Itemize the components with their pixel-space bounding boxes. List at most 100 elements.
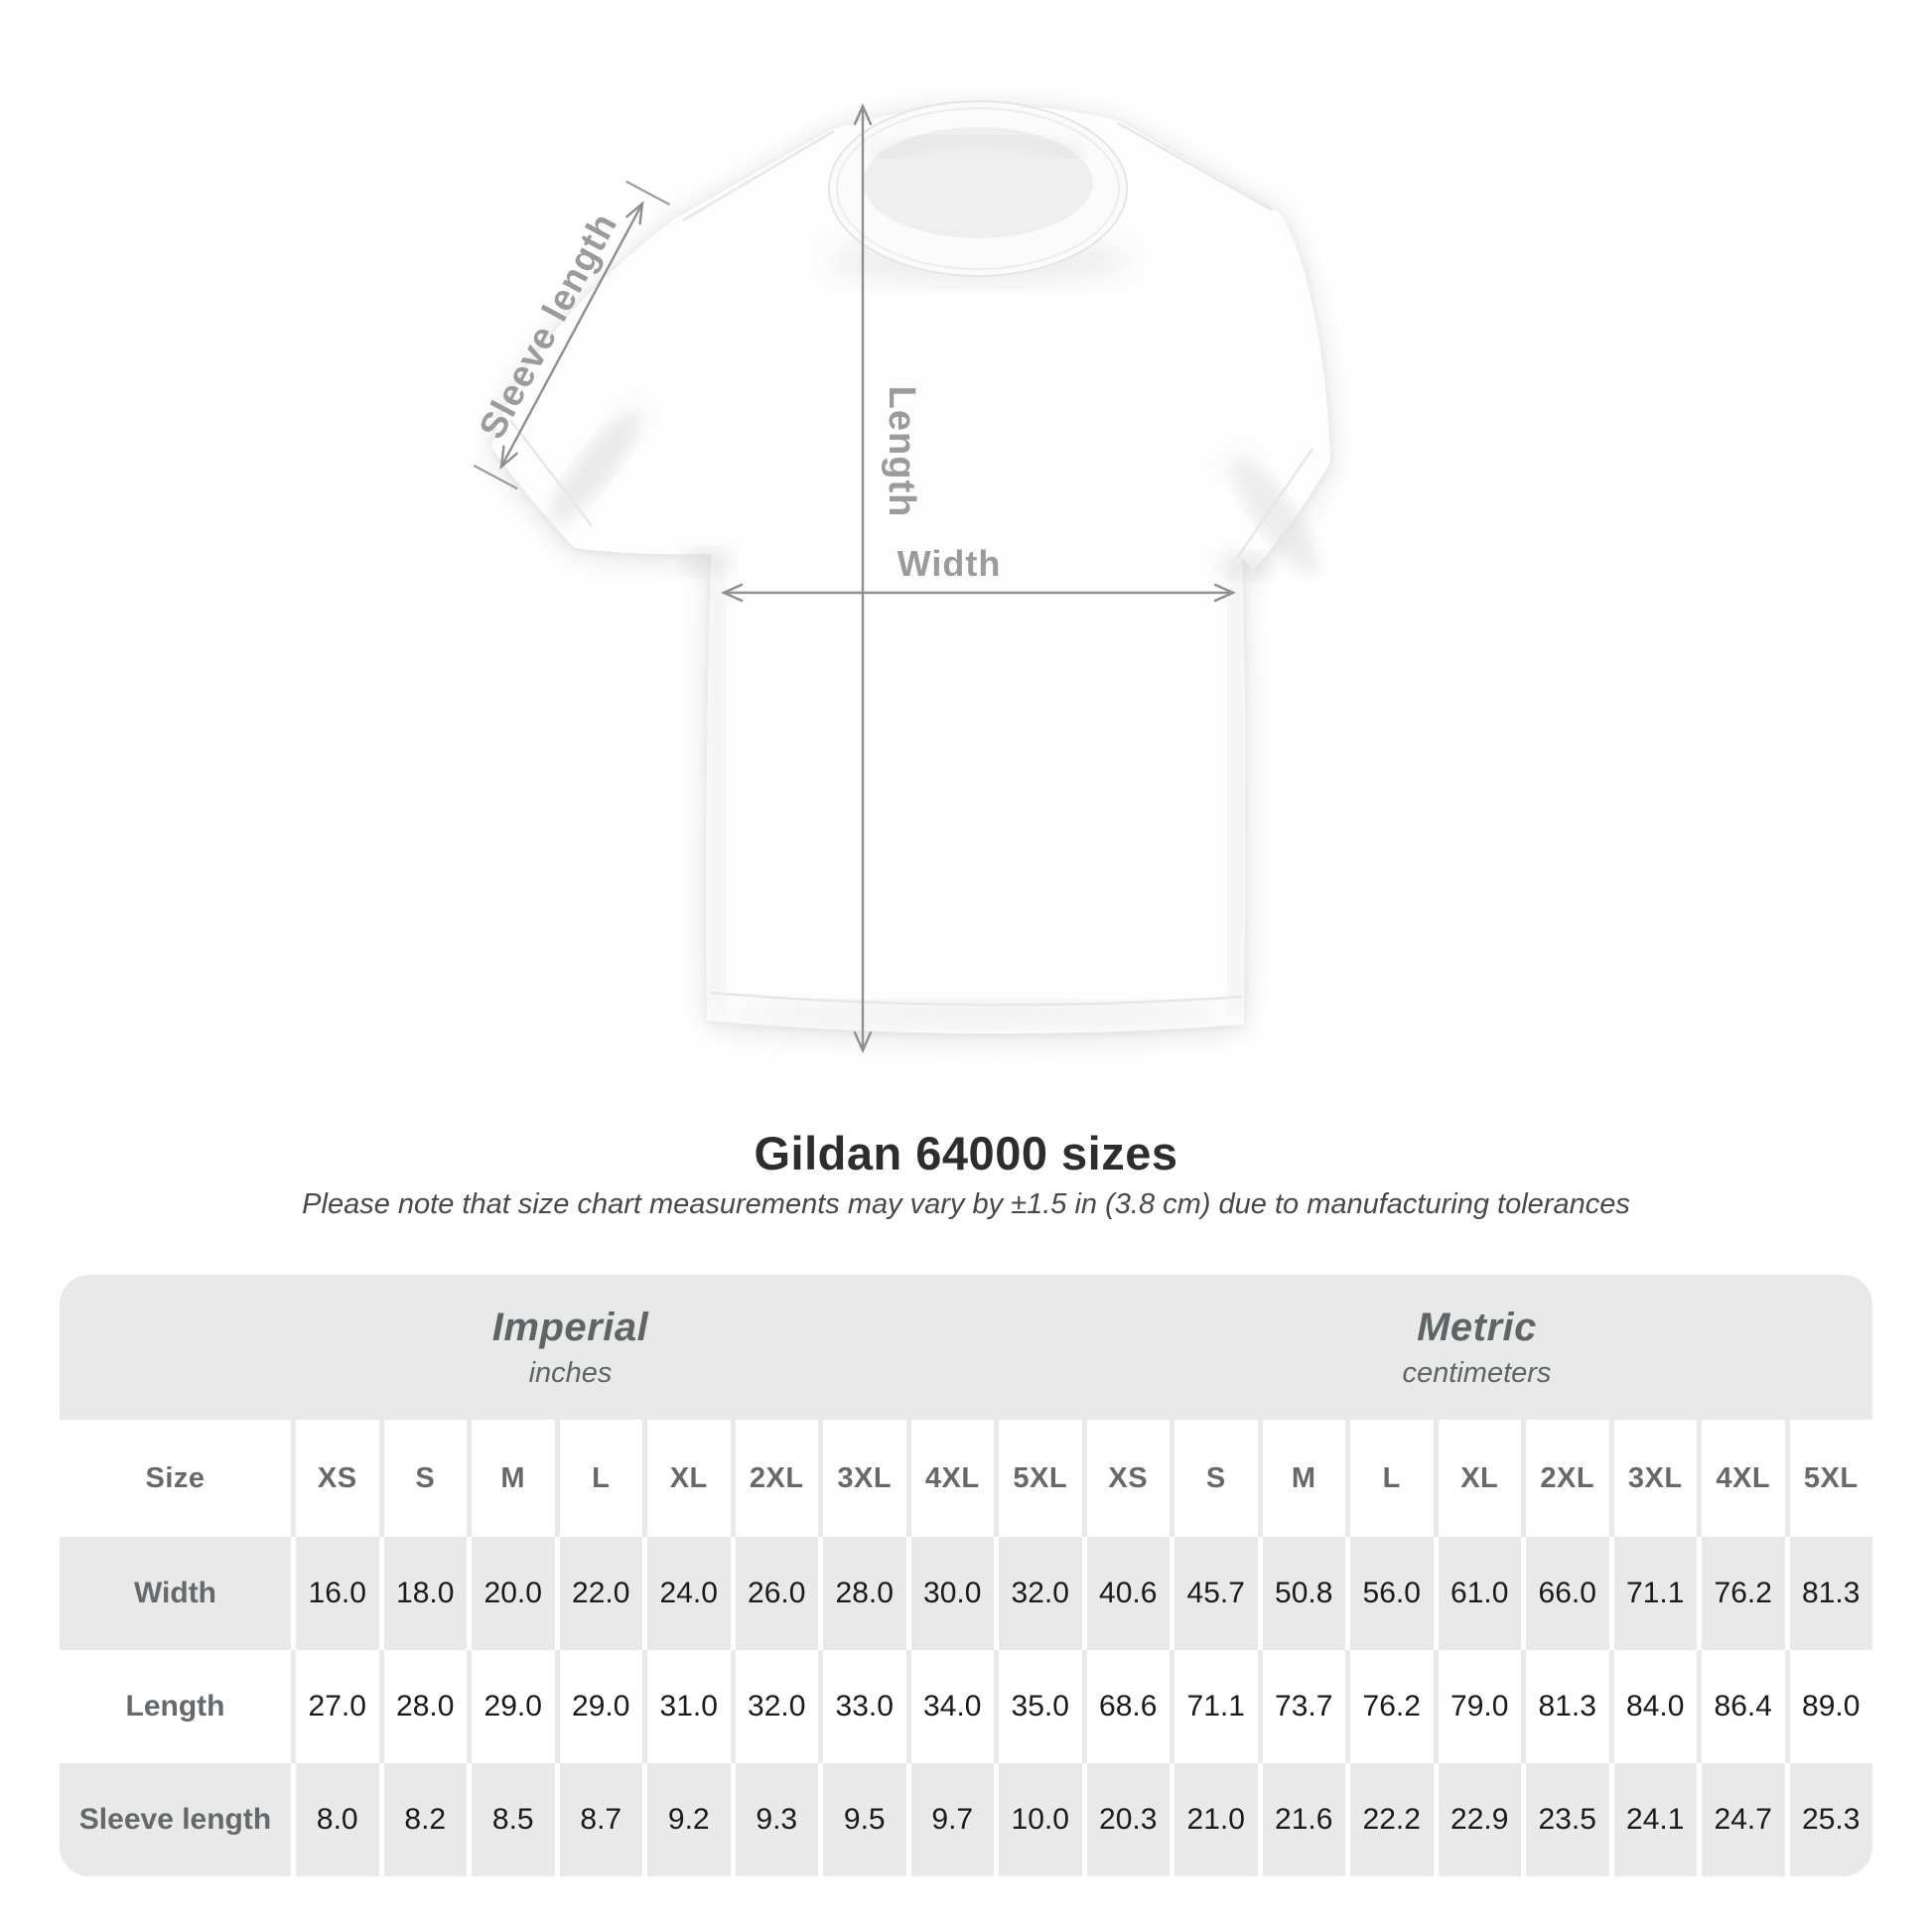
metric-group-header: Metric centimeters bbox=[1081, 1275, 1872, 1420]
right-sleeve-hem-seam bbox=[1235, 448, 1314, 559]
size-column-header: 5XL bbox=[1784, 1420, 1873, 1537]
size-column-header: 4XL bbox=[1697, 1420, 1785, 1537]
value-cell: 50.8 bbox=[1257, 1537, 1346, 1650]
value-cell: 89.0 bbox=[1784, 1650, 1873, 1763]
unit-group-header: Imperial inches Metric centimeters bbox=[60, 1275, 1872, 1420]
value-cell: 21.0 bbox=[1170, 1763, 1258, 1876]
page-subtitle: Please note that size chart measurements… bbox=[302, 1188, 1630, 1220]
size-column-header: 3XL bbox=[818, 1420, 906, 1537]
size-column-header: L bbox=[554, 1420, 643, 1537]
width-row-label: Width bbox=[133, 1577, 217, 1609]
arrow-upright-icon bbox=[625, 201, 644, 225]
size-column-header: 3XL bbox=[1608, 1420, 1698, 1537]
value-cell: 27.0 bbox=[291, 1650, 379, 1763]
value-cell: 40.6 bbox=[1081, 1537, 1171, 1650]
value-cell: 71.1 bbox=[1170, 1650, 1258, 1763]
value-cell: 76.2 bbox=[1697, 1537, 1785, 1650]
length-arrow bbox=[853, 103, 873, 1053]
sleeve-length-arrow bbox=[474, 181, 670, 489]
value-cell: 25.3 bbox=[1784, 1763, 1873, 1876]
value-cell: 22.2 bbox=[1345, 1763, 1434, 1876]
value-cell: 8.7 bbox=[554, 1763, 643, 1876]
value-cell: 81.3 bbox=[1521, 1650, 1609, 1763]
value-cell: 84.0 bbox=[1608, 1650, 1698, 1763]
size-column-header: S bbox=[1170, 1420, 1258, 1537]
metric-label: Metric bbox=[1417, 1305, 1537, 1349]
value-cell: 8.5 bbox=[467, 1763, 555, 1876]
value-cell: 76.2 bbox=[1345, 1650, 1434, 1763]
size-column-header: XS bbox=[1081, 1420, 1171, 1537]
value-cell: 86.4 bbox=[1697, 1650, 1785, 1763]
tshirt-body bbox=[491, 104, 1330, 1035]
value-cell: 21.6 bbox=[1257, 1763, 1346, 1876]
size-column-header: 4XL bbox=[905, 1420, 995, 1537]
value-cell: 22.0 bbox=[554, 1537, 643, 1650]
size-column-header: XL bbox=[642, 1420, 731, 1537]
value-cell: 8.0 bbox=[291, 1763, 379, 1876]
value-cell: 33.0 bbox=[818, 1650, 906, 1763]
value-cell: 29.0 bbox=[467, 1650, 555, 1763]
metric-unit-label: centimeters bbox=[1402, 1356, 1552, 1389]
size-column-header: M bbox=[467, 1420, 555, 1537]
left-shoulder-seam bbox=[682, 129, 835, 222]
tshirt-illustration bbox=[491, 100, 1330, 1035]
sleeve-length-row: Sleeve length 8.0 8.2 8.5 8.7 9.2 9.3 9.5 9.7 10… bbox=[60, 1763, 1872, 1876]
value-cell: 18.0 bbox=[378, 1537, 468, 1650]
imperial-group-header: Imperial inches bbox=[60, 1275, 1081, 1420]
value-cell: 26.0 bbox=[730, 1537, 819, 1650]
arrow-left-icon bbox=[721, 583, 744, 603]
page-title: Gildan 64000 sizes bbox=[754, 1127, 1178, 1179]
value-cell: 34.0 bbox=[905, 1650, 995, 1763]
value-cell: 16.0 bbox=[291, 1537, 379, 1650]
value-cell: 73.7 bbox=[1257, 1650, 1346, 1763]
arrow-right-icon bbox=[1213, 583, 1236, 603]
arrow-downleft-icon bbox=[499, 445, 518, 470]
value-cell: 45.7 bbox=[1170, 1537, 1258, 1650]
value-cell: 24.0 bbox=[642, 1537, 731, 1650]
value-cell: 23.5 bbox=[1521, 1763, 1609, 1876]
size-column-header: S bbox=[378, 1420, 468, 1537]
value-cell: 61.0 bbox=[1433, 1537, 1522, 1650]
length-row: Length 27.0 28.0 29.0 29.0 31.0 32.0 33.0 34.0 3… bbox=[60, 1650, 1872, 1763]
width-arrow bbox=[721, 583, 1236, 603]
size-column-header: 2XL bbox=[1521, 1420, 1609, 1537]
value-cell: 9.3 bbox=[730, 1763, 819, 1876]
size-column-header: XL bbox=[1433, 1420, 1522, 1537]
value-cell: 9.5 bbox=[818, 1763, 906, 1876]
value-cell: 31.0 bbox=[642, 1650, 731, 1763]
imperial-label: Imperial bbox=[491, 1305, 649, 1349]
value-cell: 10.0 bbox=[994, 1763, 1082, 1876]
seams bbox=[509, 121, 1314, 1007]
arrow-down-icon bbox=[853, 1031, 873, 1053]
value-cell: 20.0 bbox=[467, 1537, 555, 1650]
left-sleeve-hem-seam bbox=[509, 419, 593, 527]
value-cell: 24.1 bbox=[1608, 1763, 1698, 1876]
size-column-header: Size bbox=[145, 1461, 206, 1494]
size-column-header: 2XL bbox=[730, 1420, 819, 1537]
value-cell: 8.2 bbox=[378, 1763, 468, 1876]
length-row-label: Length bbox=[125, 1690, 225, 1723]
right-shoulder-seam bbox=[1117, 121, 1274, 212]
width-label: Width bbox=[897, 543, 1002, 584]
value-cell: 28.0 bbox=[818, 1537, 906, 1650]
value-cell: 30.0 bbox=[905, 1537, 995, 1650]
value-cell: 29.0 bbox=[554, 1650, 643, 1763]
width-row: Width 16.0 18.0 20.0 22.0 24.0 26.0 28.0 30.0 32… bbox=[60, 1537, 1872, 1650]
size-column-header: M bbox=[1257, 1420, 1346, 1537]
size-header-row: Size XS S M L XL 2XL 3XL 4XL 5XL XS S M L XL 2XL 3XL 4XL… bbox=[60, 1420, 1872, 1537]
value-cell: 9.2 bbox=[642, 1763, 731, 1876]
tshirt-measurement-diagram: Length Width Sleeve length bbox=[471, 100, 1330, 1053]
size-column-header: 5XL bbox=[994, 1420, 1082, 1537]
size-column-header: XS bbox=[291, 1420, 379, 1537]
value-cell: 9.7 bbox=[905, 1763, 995, 1876]
value-cell: 22.9 bbox=[1433, 1763, 1522, 1876]
value-cell: 71.1 bbox=[1608, 1537, 1698, 1650]
length-label: Length bbox=[881, 386, 922, 518]
value-cell: 79.0 bbox=[1433, 1650, 1522, 1763]
imperial-unit-label: inches bbox=[528, 1356, 613, 1389]
arrow-up-icon bbox=[853, 103, 873, 126]
size-column-header: L bbox=[1345, 1420, 1434, 1537]
sleeve-bottom-tick bbox=[474, 465, 518, 489]
sleeve-length-row-label: Sleeve length bbox=[78, 1803, 272, 1836]
